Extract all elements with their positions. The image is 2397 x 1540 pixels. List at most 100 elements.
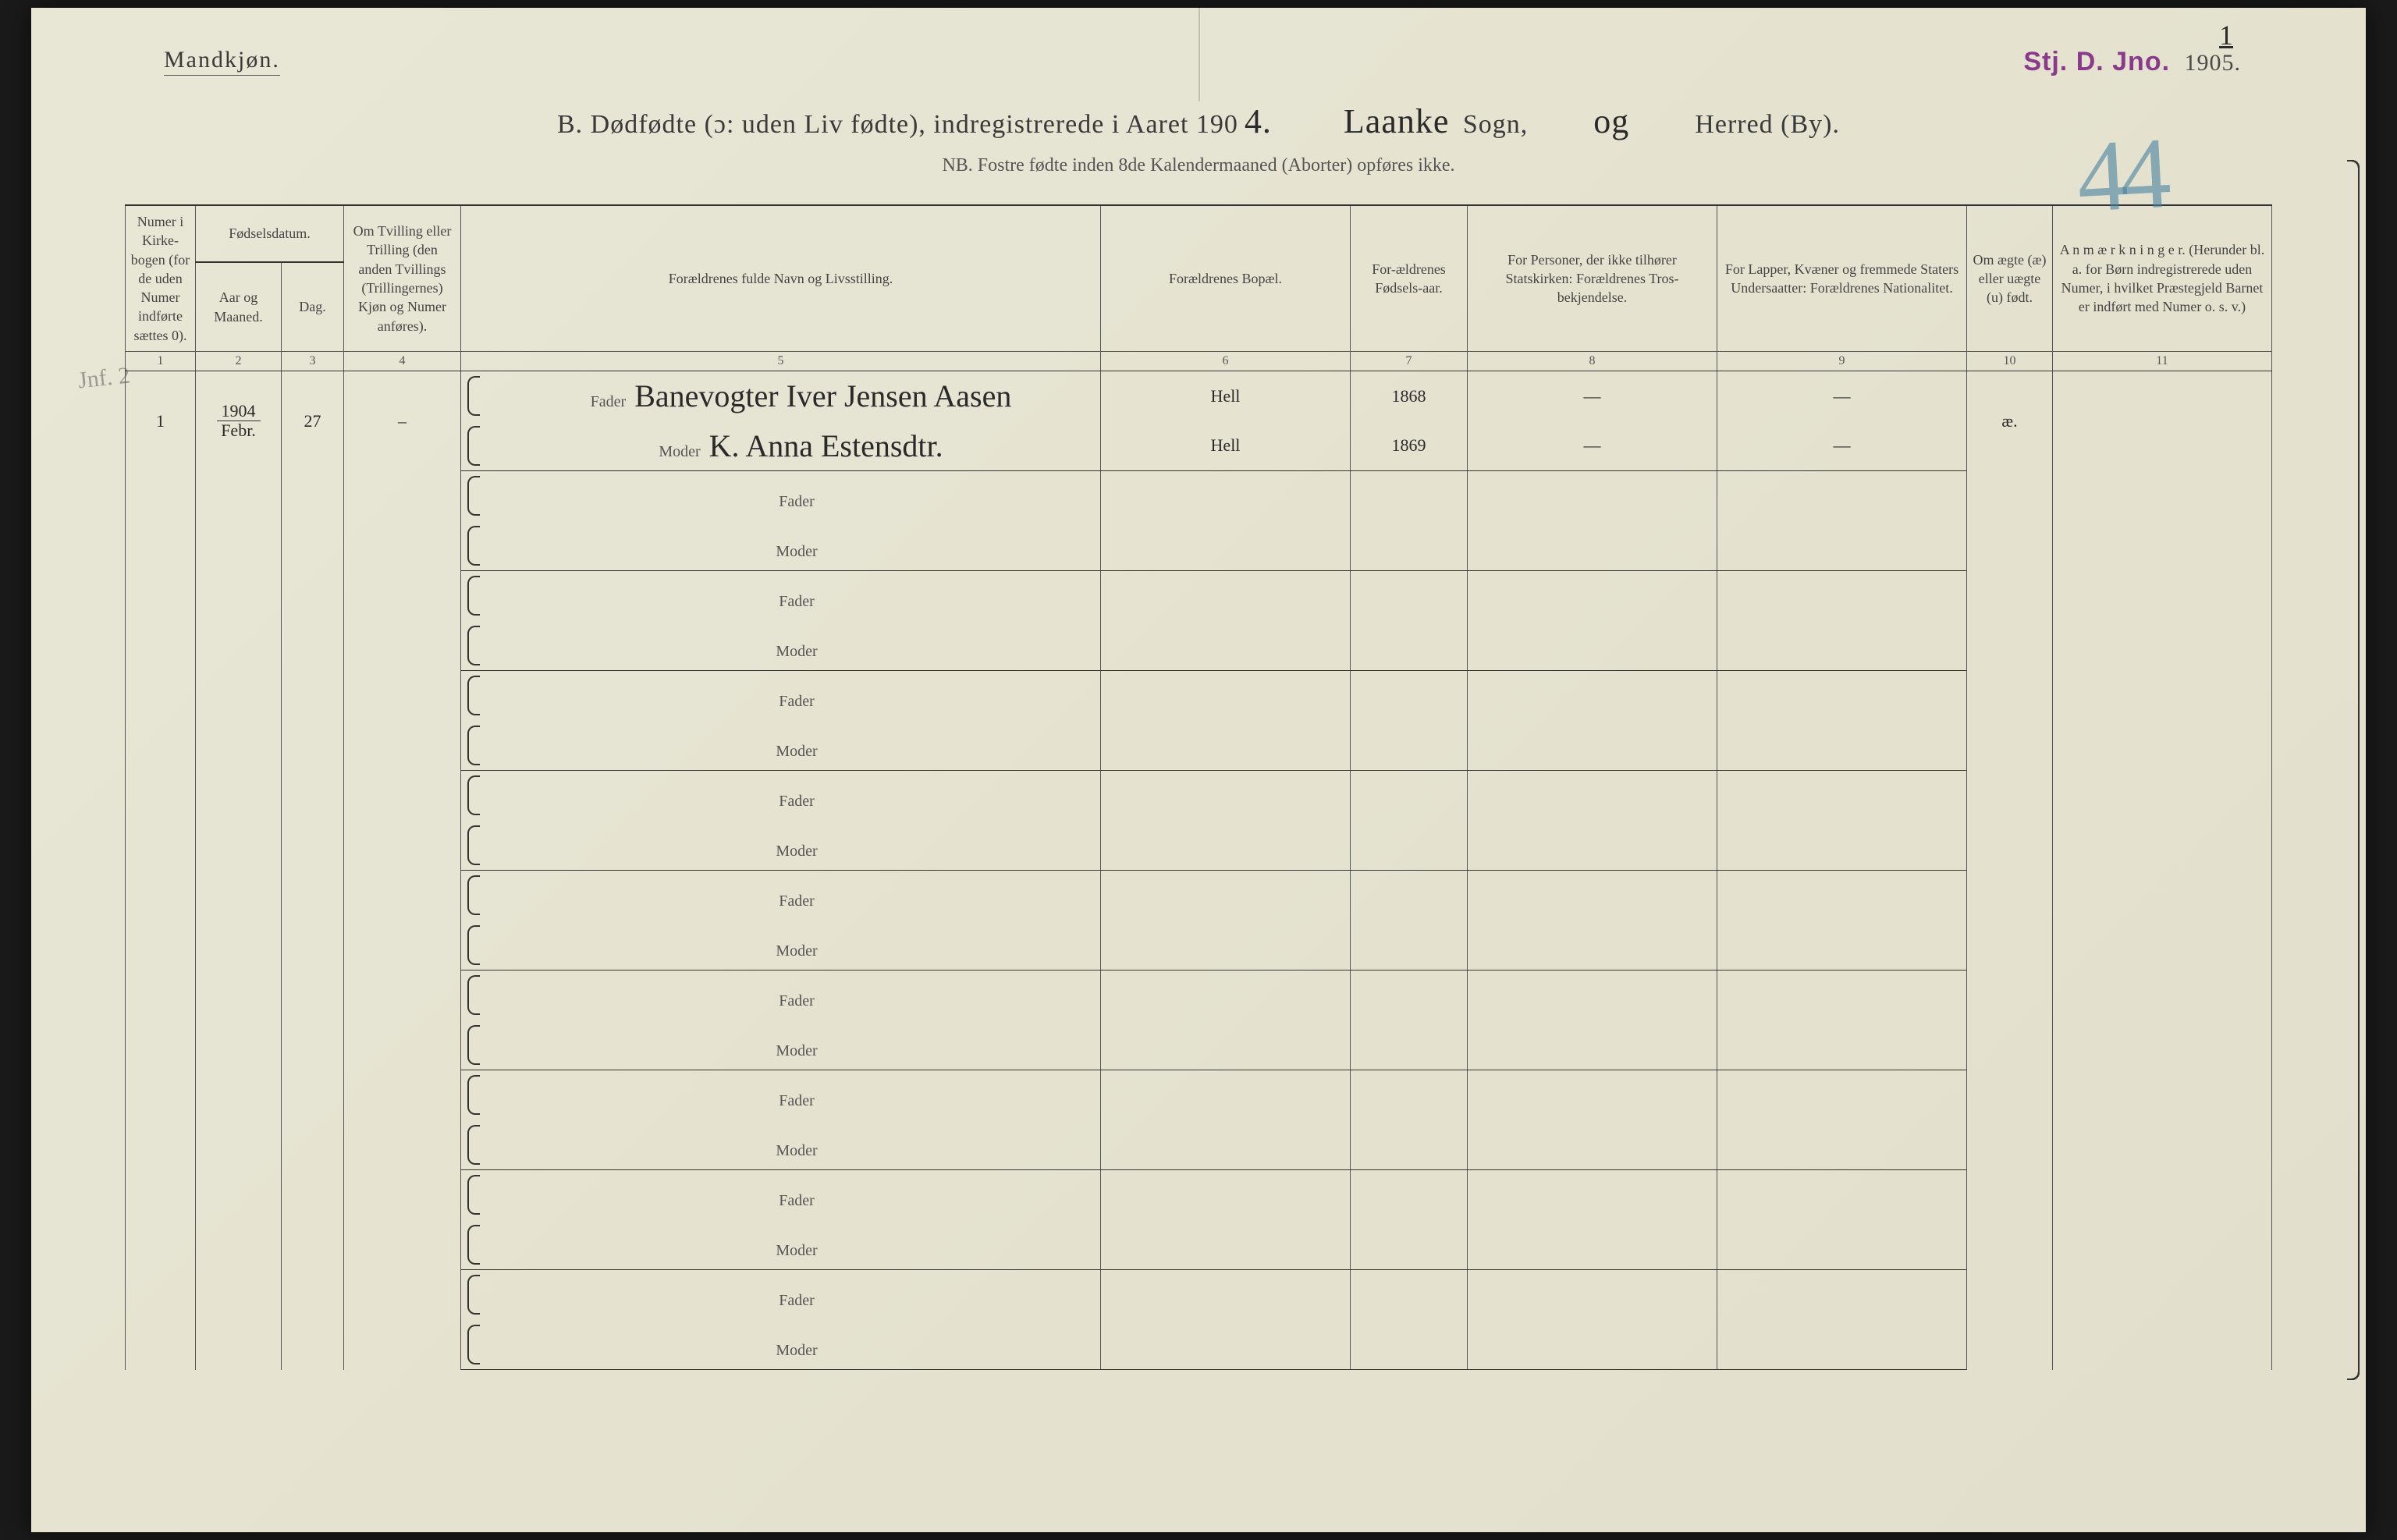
moder-col9 xyxy=(1717,521,1967,571)
fader-col9 xyxy=(1717,571,1967,621)
fader-col8 xyxy=(1468,1070,1717,1120)
fader-aar xyxy=(1351,671,1468,721)
ledger-table: Numer i Kirke-bogen (for de uden Numer i… xyxy=(125,204,2272,1370)
moder-label: Moder xyxy=(758,942,817,960)
entry-num xyxy=(126,671,196,771)
col-3-sub: Dag. xyxy=(282,262,344,351)
moder-bopael xyxy=(1101,1320,1351,1370)
coln-1: 1 xyxy=(126,352,196,371)
entry-num xyxy=(126,1070,196,1170)
entry-yearmonth xyxy=(196,1270,282,1370)
fader-name-cell: Fader xyxy=(461,471,1101,521)
moder-bopael xyxy=(1101,621,1351,671)
entry-anm xyxy=(2053,571,2272,671)
fader-col9 xyxy=(1717,1170,1967,1220)
entry-twin xyxy=(344,771,461,871)
coln-3: 3 xyxy=(282,352,344,371)
moder-name-cell: Moder K. Anna Estensdtr. xyxy=(461,421,1101,471)
moder-name-cell: Moder xyxy=(461,621,1101,671)
fader-name: Banevogter Iver Jensen Aasen xyxy=(634,378,1011,413)
moder-bopael xyxy=(1101,521,1351,571)
moder-name-cell: Moder xyxy=(461,1120,1101,1170)
entry-twin xyxy=(344,871,461,970)
moder-col8 xyxy=(1468,921,1717,970)
fader-aar xyxy=(1351,970,1468,1020)
moder-bopael xyxy=(1101,1020,1351,1070)
ledger-page: Mandkjøn. 1 Stj. D. Jno. 1905. 44 Jnf. 2… xyxy=(31,8,2366,1532)
entry-yearmonth xyxy=(196,471,282,571)
moder-aar xyxy=(1351,921,1468,970)
herred-label: Herred (By). xyxy=(1695,110,1840,139)
entry-aegte xyxy=(1967,771,2053,871)
fader-aar xyxy=(1351,1170,1468,1220)
archive-stamp: Stj. D. Jno. 1905. xyxy=(2023,47,2241,77)
moder-col9 xyxy=(1717,1320,1967,1370)
moder-label: Moder xyxy=(758,643,817,660)
col-6-header: Forældrenes Bopæl. xyxy=(1101,205,1351,352)
entry-anm xyxy=(2053,471,2272,571)
fader-label: Fader xyxy=(762,593,815,610)
entry-day xyxy=(282,970,344,1070)
coln-7: 7 xyxy=(1351,352,1468,371)
title-prefix: B. Dødfødte (ɔ: uden Liv fødte), indregi… xyxy=(557,110,1238,139)
moder-name-cell: Moder xyxy=(461,921,1101,970)
entry-anm xyxy=(2053,871,2272,970)
entry-day xyxy=(282,671,344,771)
fader-col8 xyxy=(1468,471,1717,521)
moder-col8 xyxy=(1468,1320,1717,1370)
entry-yearmonth: 1904Febr. xyxy=(196,371,282,471)
fader-name-cell: Fader xyxy=(461,871,1101,921)
entry-anm xyxy=(2053,1070,2272,1170)
fader-name-cell: Fader xyxy=(461,1270,1101,1320)
table-row: Fader xyxy=(126,970,2272,1020)
fader-aar xyxy=(1351,1270,1468,1320)
entry-aegte xyxy=(1967,1170,2053,1270)
entry-twin xyxy=(344,1270,461,1370)
table-row: Fader xyxy=(126,471,2272,521)
form-title: B. Dødfødte (ɔ: uden Liv fødte), indregi… xyxy=(125,101,2272,141)
entry-twin xyxy=(344,471,461,571)
moder-name: K. Anna Estensdtr. xyxy=(709,428,943,463)
fader-col9 xyxy=(1717,471,1967,521)
fader-col9 xyxy=(1717,1270,1967,1320)
entry-yearmonth xyxy=(196,771,282,871)
col-7-header: For-ældrenes Fødsels-aar. xyxy=(1351,205,1468,352)
fader-col8 xyxy=(1468,571,1717,621)
moder-label: Moder xyxy=(758,543,817,560)
entry-twin xyxy=(344,1170,461,1270)
moder-aar: 1869 xyxy=(1351,421,1468,471)
fader-name-cell: Fader Banevogter Iver Jensen Aasen xyxy=(461,371,1101,421)
fader-bopael xyxy=(1101,970,1351,1020)
moder-bopael xyxy=(1101,1120,1351,1170)
entry-anm xyxy=(2053,371,2272,471)
moder-label: Moder xyxy=(758,843,817,860)
moder-name-cell: Moder xyxy=(461,1320,1101,1370)
table-row: Fader xyxy=(126,771,2272,821)
entry-anm xyxy=(2053,771,2272,871)
col-10-header: Om ægte (æ) eller uægte (u) født. xyxy=(1967,205,2053,352)
table-row: Fader xyxy=(126,671,2272,721)
table-row: Fader xyxy=(126,571,2272,621)
fader-aar xyxy=(1351,571,1468,621)
coln-2: 2 xyxy=(196,352,282,371)
pencil-page-number: 44 xyxy=(2074,115,2166,236)
table-header: Numer i Kirke-bogen (for de uden Numer i… xyxy=(126,205,2272,371)
entry-num xyxy=(126,871,196,970)
moder-aar xyxy=(1351,621,1468,671)
entry-anm xyxy=(2053,671,2272,771)
fader-aar xyxy=(1351,871,1468,921)
coln-9: 9 xyxy=(1717,352,1967,371)
fader-name-cell: Fader xyxy=(461,970,1101,1020)
fader-bopael xyxy=(1101,1170,1351,1220)
moder-col8 xyxy=(1468,521,1717,571)
col-5-header: Forældrenes fulde Navn og Livsstilling. xyxy=(461,205,1101,352)
moder-col8 xyxy=(1468,1220,1717,1270)
fader-col8 xyxy=(1468,871,1717,921)
moder-col8: — xyxy=(1468,421,1717,471)
fader-col8 xyxy=(1468,1170,1717,1220)
moder-bopael xyxy=(1101,921,1351,970)
fader-label: Fader xyxy=(762,1292,815,1309)
moder-col9 xyxy=(1717,1220,1967,1270)
fader-col8 xyxy=(1468,771,1717,821)
col-2-3-header: Fødselsdatum. xyxy=(196,205,344,262)
